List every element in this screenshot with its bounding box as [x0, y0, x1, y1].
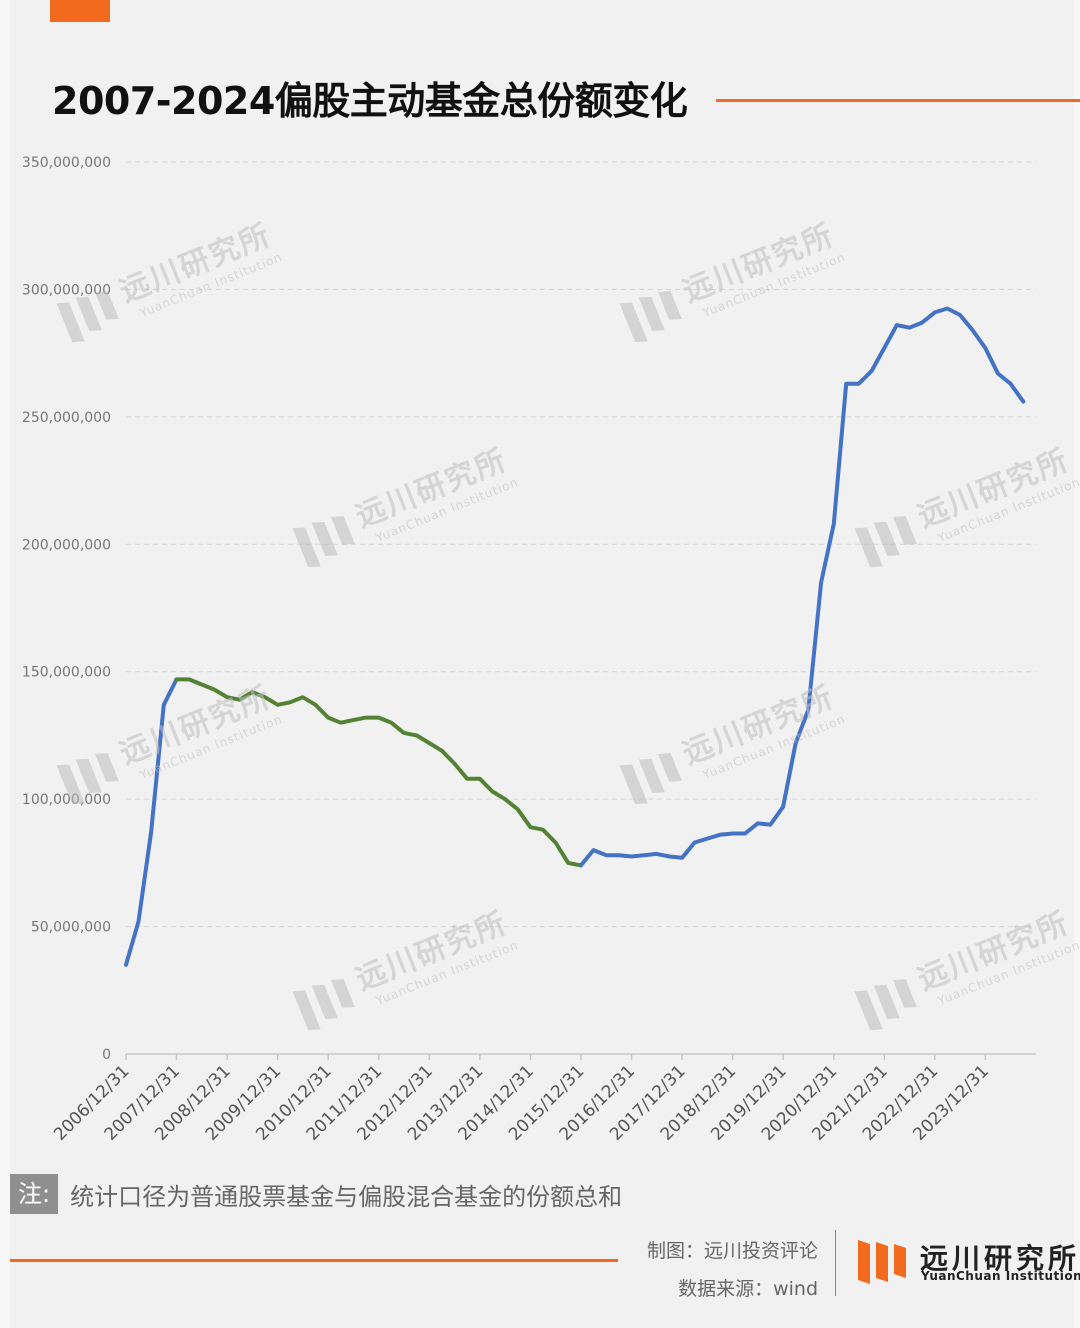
data-point [466, 777, 469, 780]
data-point [264, 696, 267, 699]
data-point [769, 823, 772, 826]
chart-title: 2007-2024偏股主动基金总份额变化 [52, 79, 688, 123]
data-point [921, 321, 924, 324]
data-point [996, 372, 999, 375]
data-point [516, 808, 519, 811]
data-point [1009, 382, 1012, 385]
data-point [655, 852, 658, 855]
data-point [731, 832, 734, 835]
data-point [984, 347, 987, 350]
made-by-text: 制图：远川投资评论 [646, 1240, 818, 1262]
data-point [857, 382, 860, 385]
data-point [693, 841, 696, 844]
data-point [756, 822, 759, 825]
y-tick-label: 150,000,000 [22, 665, 111, 681]
data-point [643, 854, 646, 857]
y-tick-label: 300,000,000 [22, 282, 111, 298]
brand-logo-icon [858, 1240, 906, 1284]
data-point [377, 716, 380, 719]
data-point [706, 837, 709, 840]
data-point [327, 716, 330, 719]
brand-name-cn: 远川研究所 [920, 1242, 1080, 1275]
data-point [289, 701, 292, 704]
data-point [933, 311, 936, 314]
data-point [908, 326, 911, 329]
data-source-text: 数据来源：wind [678, 1278, 818, 1300]
brand-name-en: YuanChuan Institution [921, 1269, 1080, 1283]
data-point [946, 307, 949, 310]
data-point [605, 854, 608, 857]
data-point [415, 734, 418, 737]
footnote: 注: 统计口径为普通股票基金与偏股混合基金的份额总和 [10, 1174, 622, 1214]
data-point [579, 864, 582, 867]
data-point [365, 716, 368, 719]
data-point [883, 347, 886, 350]
credits: 制图：远川投资评论 数据来源：wind [647, 1232, 818, 1308]
series-line-segment [124, 677, 179, 967]
data-point [352, 719, 355, 722]
infographic-page: 2007-2024偏股主动基金总份额变化 [10, 0, 1080, 1328]
data-point [794, 742, 797, 745]
data-point [1022, 400, 1025, 403]
data-point [744, 832, 747, 835]
data-point [870, 370, 873, 373]
note-badge: 注: [10, 1174, 59, 1214]
data-point [541, 828, 544, 831]
data-point [567, 861, 570, 864]
data-point [529, 826, 532, 829]
data-point [402, 731, 405, 734]
data-point [276, 703, 279, 706]
data-point [807, 708, 810, 711]
data-point [226, 696, 229, 699]
y-tick-label: 100,000,000 [22, 792, 111, 808]
data-point [162, 703, 165, 706]
data-point [453, 762, 456, 765]
y-tick-label: 0 [102, 1047, 111, 1063]
y-tick-label: 350,000,000 [22, 155, 111, 171]
data-point [630, 855, 633, 858]
data-point [125, 963, 128, 966]
data-point [895, 324, 898, 327]
data-point [617, 854, 620, 857]
data-point [832, 522, 835, 525]
data-point [845, 382, 848, 385]
data-point [820, 581, 823, 584]
line-chart: 0 50,000,000 100,000,000 150,000,000 200,000… [22, 155, 1036, 1145]
data-point [188, 678, 191, 681]
data-point [782, 805, 785, 808]
data-point [251, 691, 254, 694]
data-point [681, 856, 684, 859]
credits-divider [835, 1230, 836, 1296]
data-point [175, 678, 178, 681]
data-point [213, 688, 216, 691]
data-point [238, 698, 241, 701]
data-point [200, 683, 203, 686]
bottom-rule [10, 1259, 618, 1262]
title-rule [716, 99, 1080, 102]
data-point [554, 841, 557, 844]
y-tick-label: 200,000,000 [22, 537, 111, 553]
data-point [478, 777, 481, 780]
data-point [339, 721, 342, 724]
data-point [503, 798, 506, 801]
series-line-segment [174, 677, 583, 868]
data-point [390, 721, 393, 724]
data-point [137, 920, 140, 923]
data-point [314, 703, 317, 706]
data-point [668, 855, 671, 858]
data-point [958, 313, 961, 316]
data-point [150, 831, 153, 834]
data-point [971, 329, 974, 332]
data-point [428, 742, 431, 745]
accent-block [50, 0, 110, 22]
data-point [491, 790, 494, 793]
data-point [592, 849, 595, 852]
data-point [440, 749, 443, 752]
y-tick-label: 50,000,000 [31, 920, 111, 936]
y-tick-label: 250,000,000 [22, 410, 111, 426]
data-point [718, 833, 721, 836]
data-point [301, 696, 304, 699]
series-line-segment [578, 306, 1026, 868]
note-text: 统计口径为普通股票基金与偏股混合基金的份额总和 [70, 1182, 623, 1211]
